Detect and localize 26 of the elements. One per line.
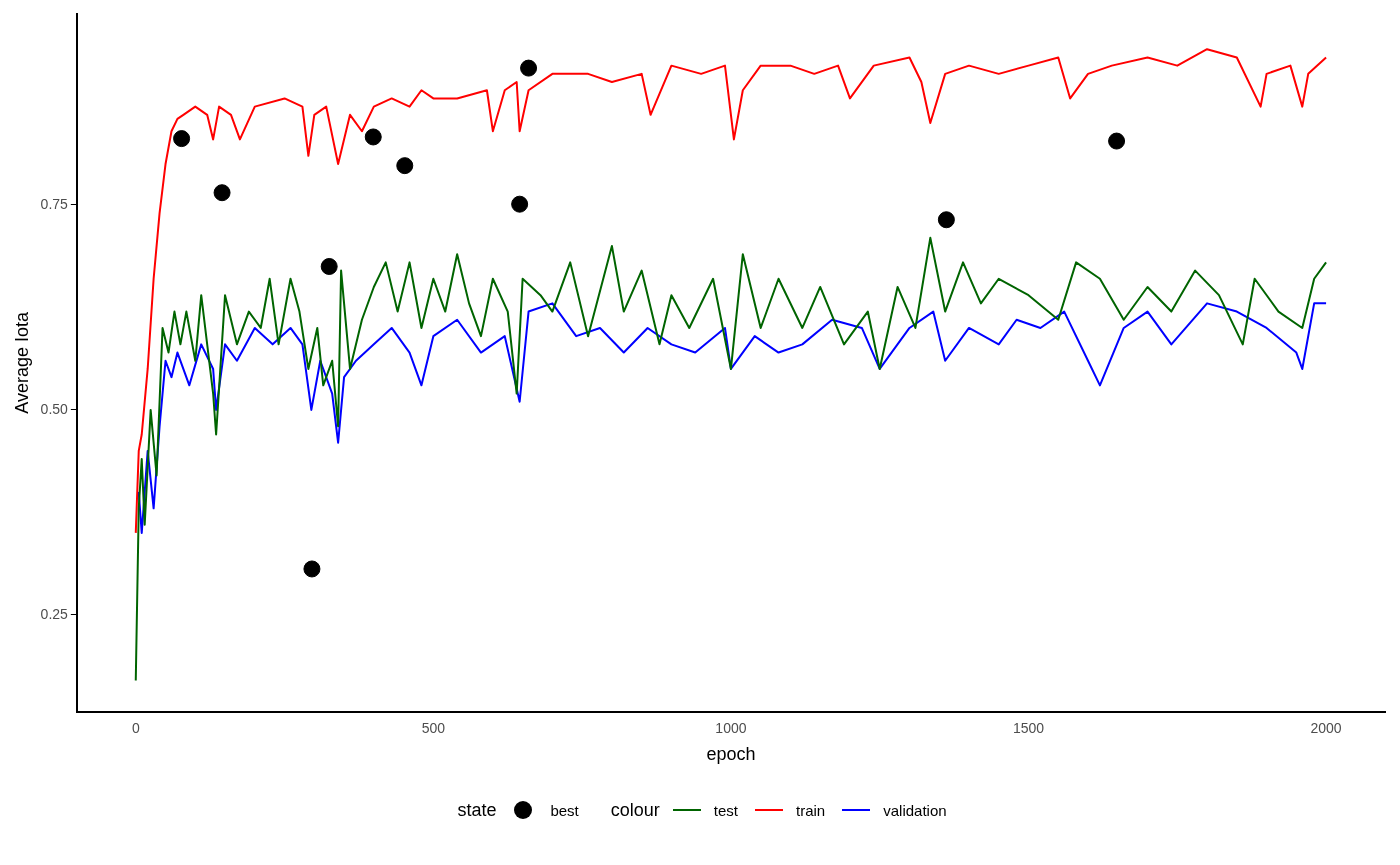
point [520, 59, 538, 77]
point [937, 211, 955, 229]
x-axis-title: epoch [706, 744, 756, 765]
point [364, 128, 382, 146]
x-tick-label: 2000 [1310, 719, 1342, 736]
legend-title: colour [610, 799, 660, 821]
legend-label: train [796, 801, 826, 819]
point [303, 560, 321, 578]
x-tick-label: 0 [131, 719, 140, 736]
x-tick-label: 500 [421, 719, 446, 736]
y-axis-title: Average Iota [11, 310, 32, 414]
legend-label: test [713, 801, 739, 819]
legend-label: best [550, 801, 579, 819]
text: state [457, 799, 497, 821]
x-tick-label: 1500 [1012, 719, 1045, 736]
point [396, 157, 414, 175]
x-tick-label: 1000 [715, 719, 747, 736]
legend-label: validation [883, 801, 947, 819]
point [320, 257, 338, 275]
y-tick-label: 0.50 [40, 400, 69, 417]
point [511, 195, 529, 213]
y-tick-label: 0.25 [40, 605, 69, 622]
y-tick-label: 0.75 [40, 195, 69, 212]
point [173, 130, 191, 148]
point [1108, 132, 1126, 150]
point [213, 184, 231, 202]
